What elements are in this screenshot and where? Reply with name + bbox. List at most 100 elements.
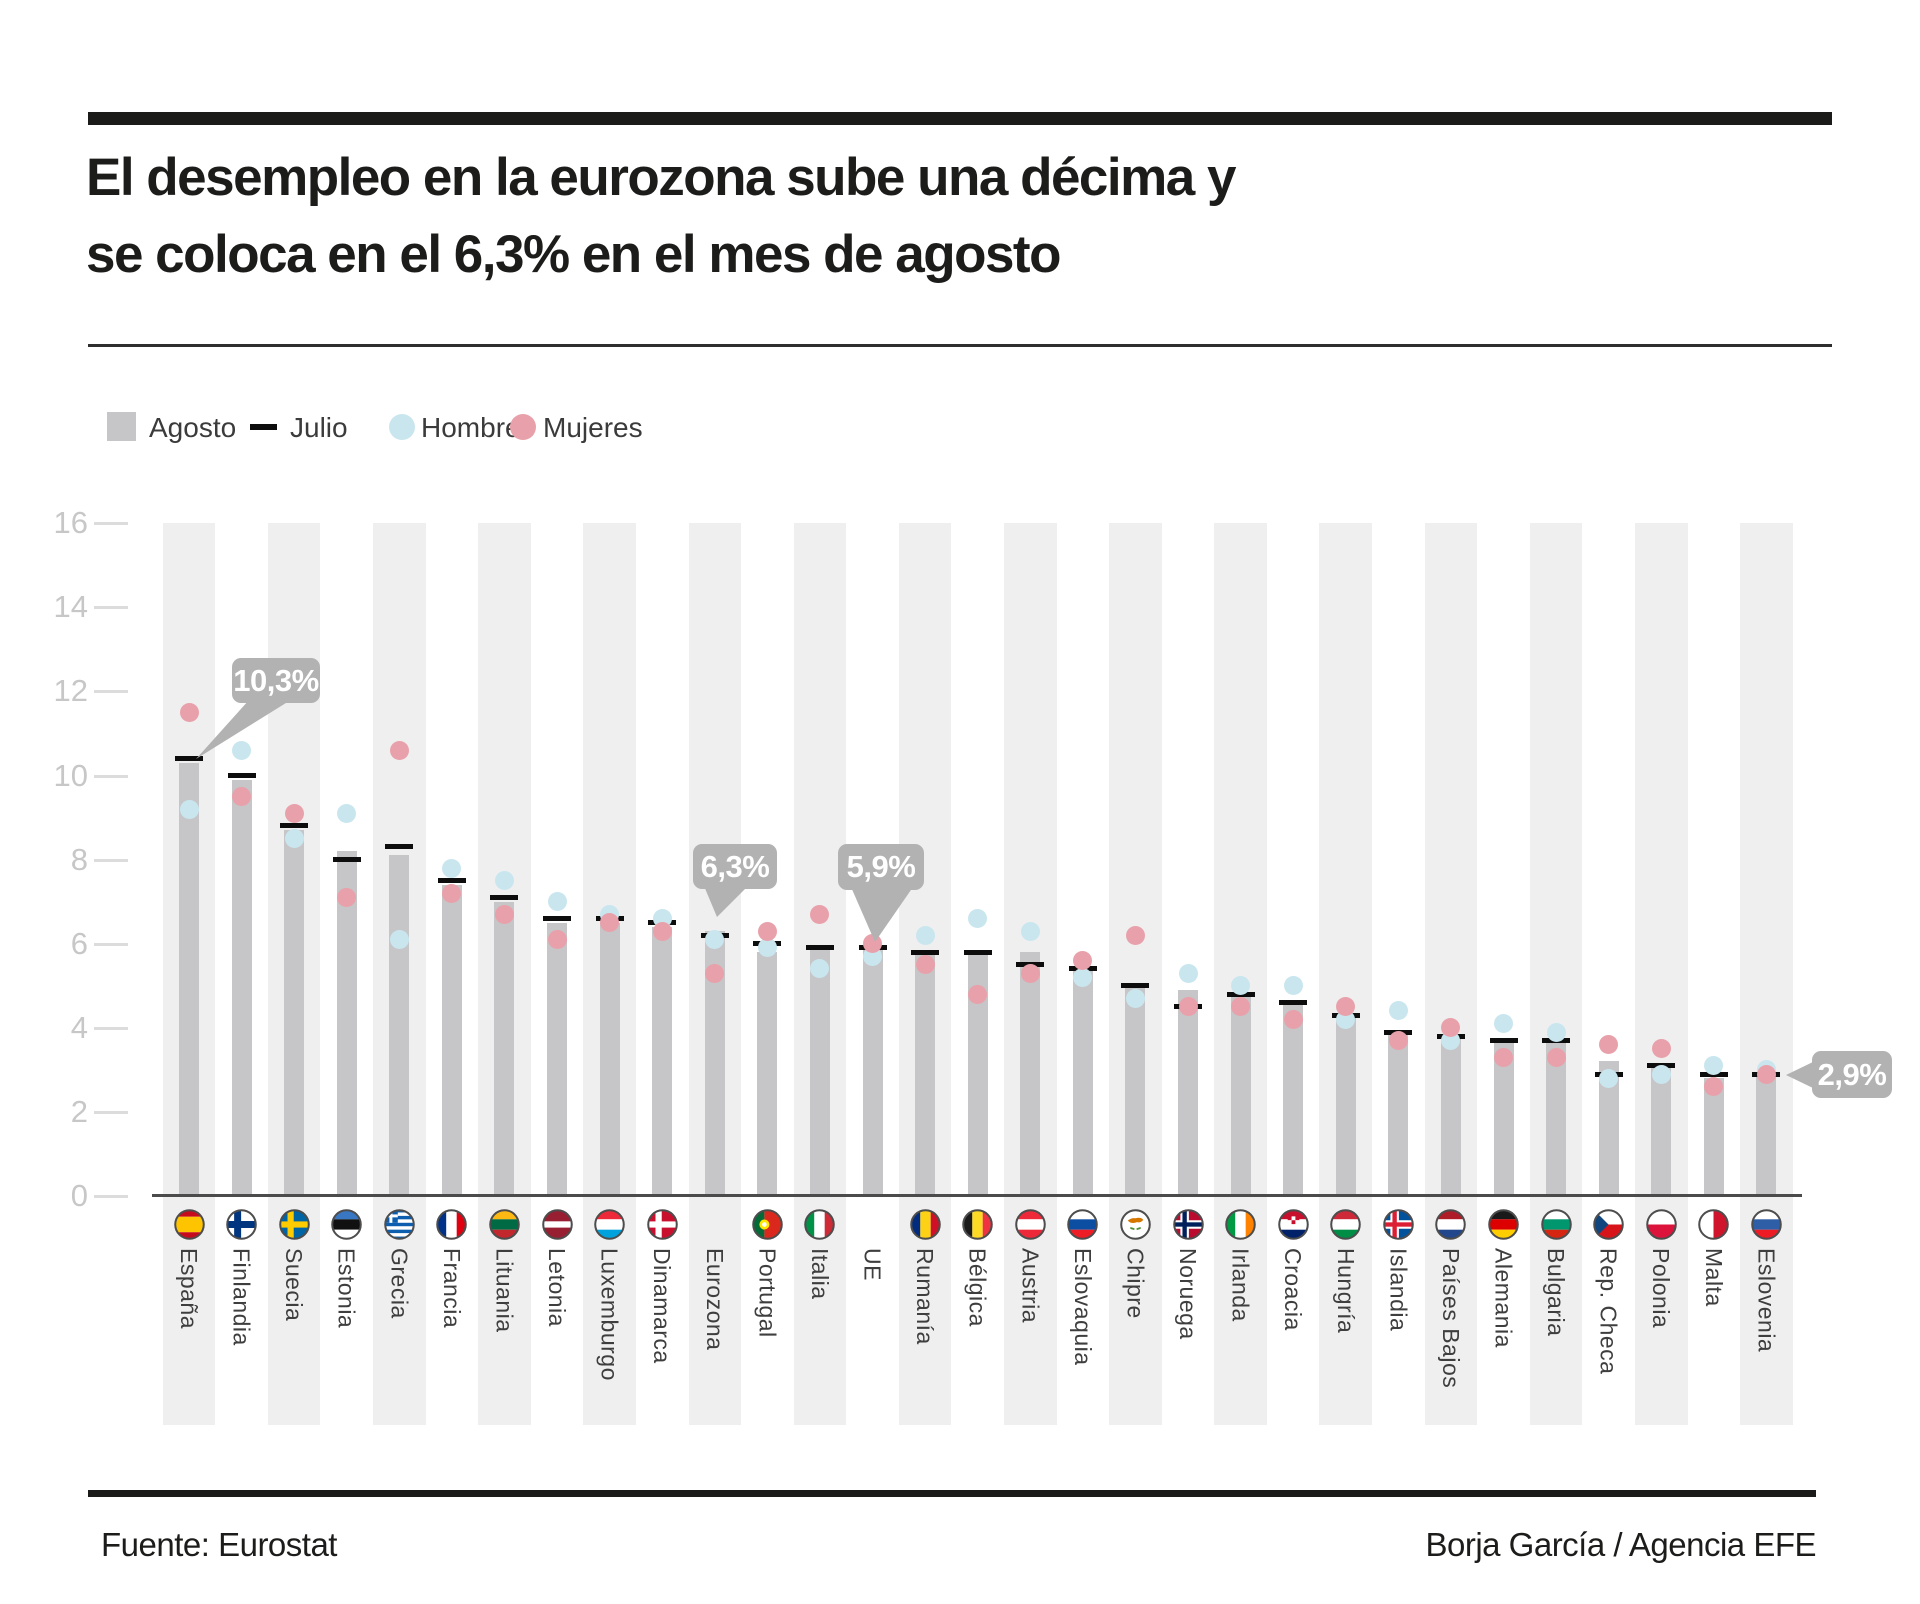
mujeres-dot xyxy=(1283,1009,1303,1029)
flag-icon-hr xyxy=(1277,1209,1309,1240)
flag-icon-fi xyxy=(226,1209,257,1240)
legend-swatch-mujeres xyxy=(510,414,536,440)
mujeres-dot xyxy=(442,883,462,903)
y-axis-tick-mark xyxy=(94,858,128,862)
y-axis-tick-label: 0 xyxy=(70,1178,88,1213)
hombres-dot xyxy=(337,803,357,823)
country-label: Rumanía xyxy=(912,1248,939,1345)
y-axis-tick-label: 4 xyxy=(70,1009,88,1045)
hombres-dot xyxy=(968,908,988,928)
country-flag xyxy=(173,1209,205,1240)
julio-marker xyxy=(543,915,572,921)
mujeres-dot xyxy=(1651,1039,1671,1059)
hombres-dot xyxy=(284,829,304,849)
country-label: Austria xyxy=(1017,1248,1044,1324)
hombres-dot xyxy=(1073,967,1093,987)
hombres-dot xyxy=(494,871,514,891)
agosto-bar xyxy=(1178,989,1199,1196)
hombres-dot xyxy=(1651,1064,1671,1084)
country-flag xyxy=(752,1209,783,1240)
agosto-bar xyxy=(967,952,988,1196)
country-flag xyxy=(436,1209,468,1240)
country-flag xyxy=(804,1209,836,1240)
flag-icon-es xyxy=(173,1209,205,1240)
country-label: UE xyxy=(859,1248,886,1281)
hombres-dot xyxy=(1231,976,1251,996)
agosto-bar xyxy=(547,922,568,1196)
mujeres-dot xyxy=(600,913,620,933)
mujeres-dot xyxy=(232,787,252,807)
flag-icon-cy xyxy=(1120,1209,1151,1240)
agosto-bar xyxy=(389,855,410,1196)
y-axis-tick-mark xyxy=(94,606,128,610)
column-stripe xyxy=(1319,523,1373,1425)
country-flag xyxy=(384,1209,415,1240)
agosto-bar xyxy=(1283,1002,1304,1196)
flag-icon-ee xyxy=(331,1209,363,1240)
mujeres-dot xyxy=(1494,1047,1513,1067)
column-stripe xyxy=(1634,523,1688,1425)
legend-swatch-agosto xyxy=(107,412,136,441)
hombres-dot xyxy=(1704,1056,1724,1076)
flag-icon-de xyxy=(1488,1209,1519,1240)
footer-divider xyxy=(88,1490,1816,1497)
y-axis-tick-label: 8 xyxy=(70,841,88,877)
agosto-bar xyxy=(1125,985,1146,1196)
column-stripe xyxy=(1109,523,1162,1425)
country-label: Francia xyxy=(438,1248,465,1329)
country-label: Bulgaria xyxy=(1543,1248,1570,1337)
column-stripe xyxy=(1424,523,1478,1425)
legend-swatch-julio xyxy=(250,424,277,430)
julio-marker xyxy=(1489,1037,1518,1043)
column-stripe xyxy=(1214,523,1267,1425)
author-credit: Borja García / Agencia EFE xyxy=(1425,1526,1816,1563)
agosto-bar xyxy=(1493,1040,1514,1196)
flag-icon-nl xyxy=(1435,1209,1467,1240)
hombres-dot xyxy=(1599,1068,1619,1088)
country-label: España xyxy=(176,1248,202,1330)
country-label: Alemania xyxy=(1490,1248,1517,1348)
y-axis-tick-label: 6 xyxy=(70,925,88,961)
mujeres-dot xyxy=(1388,1030,1408,1050)
country-label: Países Bajos xyxy=(1437,1248,1464,1389)
top-rule xyxy=(88,112,1832,125)
legend-label-agosto: Agosto xyxy=(149,412,237,443)
country-label: Letonia xyxy=(544,1248,571,1327)
legend-label-mujeres: Mujeres xyxy=(543,412,643,443)
country-flag xyxy=(1225,1209,1256,1240)
title-divider xyxy=(88,344,1832,347)
julio-marker xyxy=(385,844,414,850)
country-flag xyxy=(962,1209,993,1240)
mujeres-dot xyxy=(179,702,199,722)
country-label: Eslovenia xyxy=(1753,1248,1780,1353)
country-label: Luxemburgo xyxy=(596,1248,623,1381)
country-flag xyxy=(1751,1209,1782,1240)
agosto-bar xyxy=(441,884,462,1196)
country-flag xyxy=(226,1209,257,1240)
country-label: Bélgica xyxy=(964,1248,991,1327)
agosto-bar xyxy=(704,931,725,1196)
agosto-bar xyxy=(284,830,305,1196)
country-label: Malta xyxy=(1700,1248,1727,1307)
julio-marker xyxy=(175,756,203,762)
agosto-bar xyxy=(652,926,673,1196)
y-axis-tick-mark xyxy=(94,690,128,694)
mujeres-dot xyxy=(1020,963,1040,983)
y-axis-tick-label: 2 xyxy=(70,1093,88,1129)
column-stripe xyxy=(1740,523,1793,1425)
hombres-dot xyxy=(389,929,409,949)
mujeres-dot xyxy=(757,921,777,941)
mujeres-dot xyxy=(915,955,935,975)
julio-marker xyxy=(437,878,466,884)
mujeres-dot xyxy=(337,887,357,907)
mujeres-dot xyxy=(494,904,514,924)
flag-icon-se xyxy=(278,1209,310,1240)
y-axis-tick-mark xyxy=(94,522,128,526)
flag-icon-bg xyxy=(1540,1209,1572,1240)
country-label: Polonia xyxy=(1648,1248,1675,1329)
y-axis-tick-label: 16 xyxy=(53,505,88,541)
value-callout: 2,9% xyxy=(1812,1051,1892,1098)
julio-marker xyxy=(1279,1000,1308,1006)
y-axis-tick-mark xyxy=(94,1110,128,1114)
legend-label-julio: Julio xyxy=(290,412,348,443)
